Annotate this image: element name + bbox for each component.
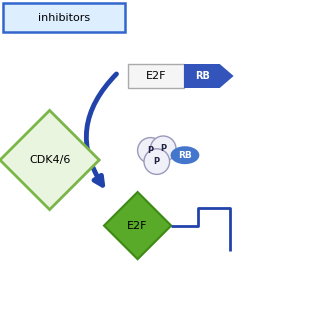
Circle shape — [144, 149, 170, 174]
Ellipse shape — [171, 146, 199, 164]
Text: RB: RB — [178, 151, 192, 160]
Text: inhibitors: inhibitors — [38, 12, 90, 23]
Text: E2F: E2F — [146, 71, 166, 81]
Polygon shape — [184, 64, 234, 88]
Text: CDK4/6: CDK4/6 — [29, 155, 70, 165]
Circle shape — [150, 136, 176, 162]
Text: P: P — [147, 146, 154, 155]
FancyBboxPatch shape — [128, 64, 184, 88]
Text: P: P — [160, 144, 166, 153]
Text: E2F: E2F — [127, 220, 148, 231]
FancyBboxPatch shape — [3, 3, 125, 32]
FancyArrowPatch shape — [86, 74, 116, 185]
Circle shape — [138, 138, 163, 163]
Text: P: P — [154, 157, 160, 166]
Text: RB: RB — [196, 71, 210, 81]
Polygon shape — [104, 192, 171, 259]
Polygon shape — [0, 110, 99, 210]
